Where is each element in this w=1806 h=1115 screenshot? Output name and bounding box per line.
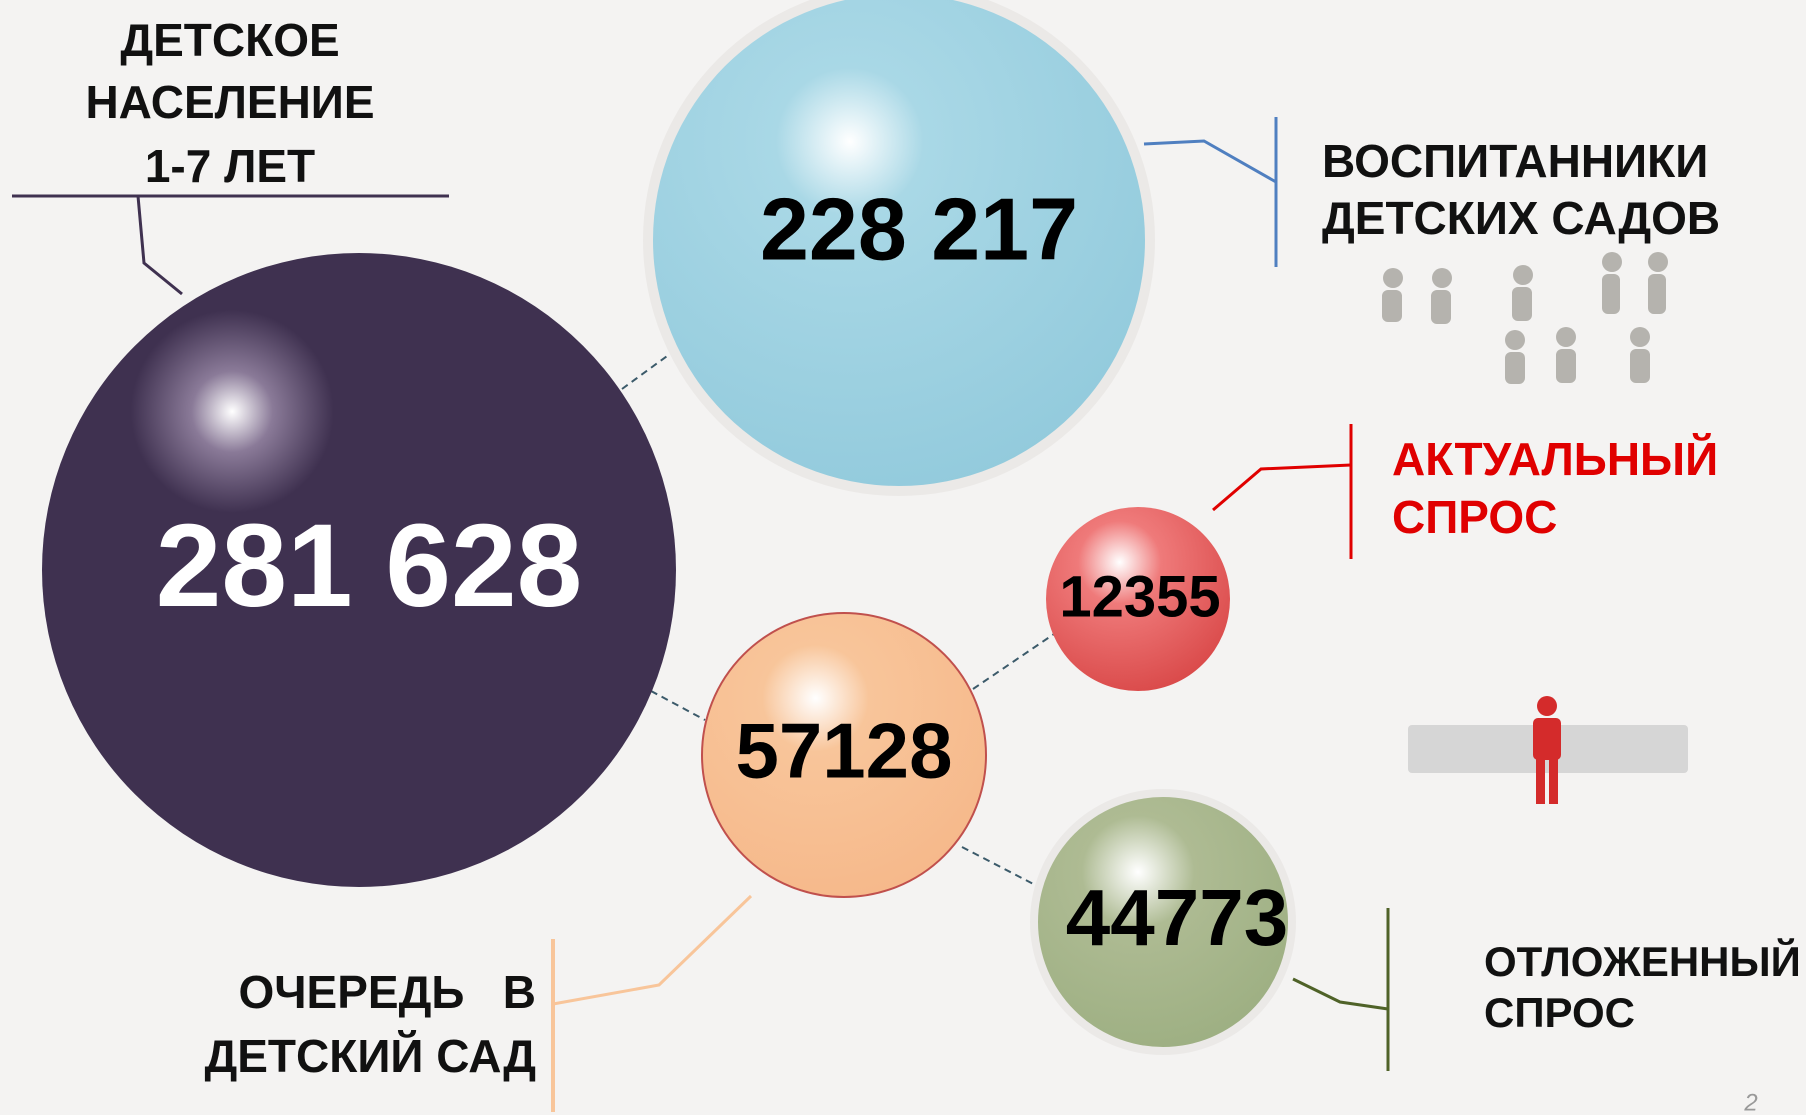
link <box>651 691 705 720</box>
label: ВОСПИТАННИКИ <box>1322 135 1708 187</box>
link <box>973 634 1054 689</box>
connector <box>1144 141 1276 182</box>
link <box>962 847 1043 889</box>
node-value: 281 628 <box>156 500 583 632</box>
label: СПРОС <box>1392 491 1557 543</box>
slide: 281 628 228 217 57128 12355 44773 ДЕТСКО… <box>0 0 1806 1115</box>
node-value: 44773 <box>1066 873 1288 962</box>
connector <box>1293 979 1388 1009</box>
label: ОТЛОЖЕННЫЙ <box>1484 937 1801 985</box>
label: НАСЕЛЕНИЕ <box>85 76 374 128</box>
page-number: 2 <box>1743 1089 1757 1115</box>
label: АКТУАЛЬНЫЙ <box>1392 433 1718 485</box>
connector <box>553 896 751 1004</box>
label: 1-7 ЛЕТ <box>145 140 315 192</box>
label: ДЕТСКИХ САДОВ <box>1322 192 1720 244</box>
node-value: 57128 <box>736 707 953 795</box>
label: СПРОС <box>1484 989 1635 1036</box>
label: ДЕТСКИЙ САД <box>204 1030 536 1082</box>
node-value: 228 217 <box>760 179 1078 278</box>
node-value: 12355 <box>1059 564 1220 629</box>
crowd-icon <box>1408 696 1688 804</box>
label: ОЧЕРЕДЬ В <box>238 966 536 1018</box>
label: ДЕТСКОЕ <box>120 14 339 66</box>
connector <box>138 196 182 294</box>
children-icons <box>1382 252 1668 384</box>
connector <box>1213 465 1351 510</box>
